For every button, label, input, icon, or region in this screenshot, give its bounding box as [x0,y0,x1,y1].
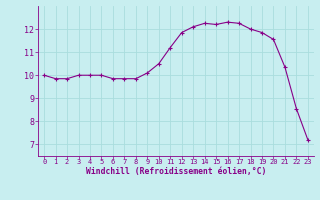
X-axis label: Windchill (Refroidissement éolien,°C): Windchill (Refroidissement éolien,°C) [86,167,266,176]
